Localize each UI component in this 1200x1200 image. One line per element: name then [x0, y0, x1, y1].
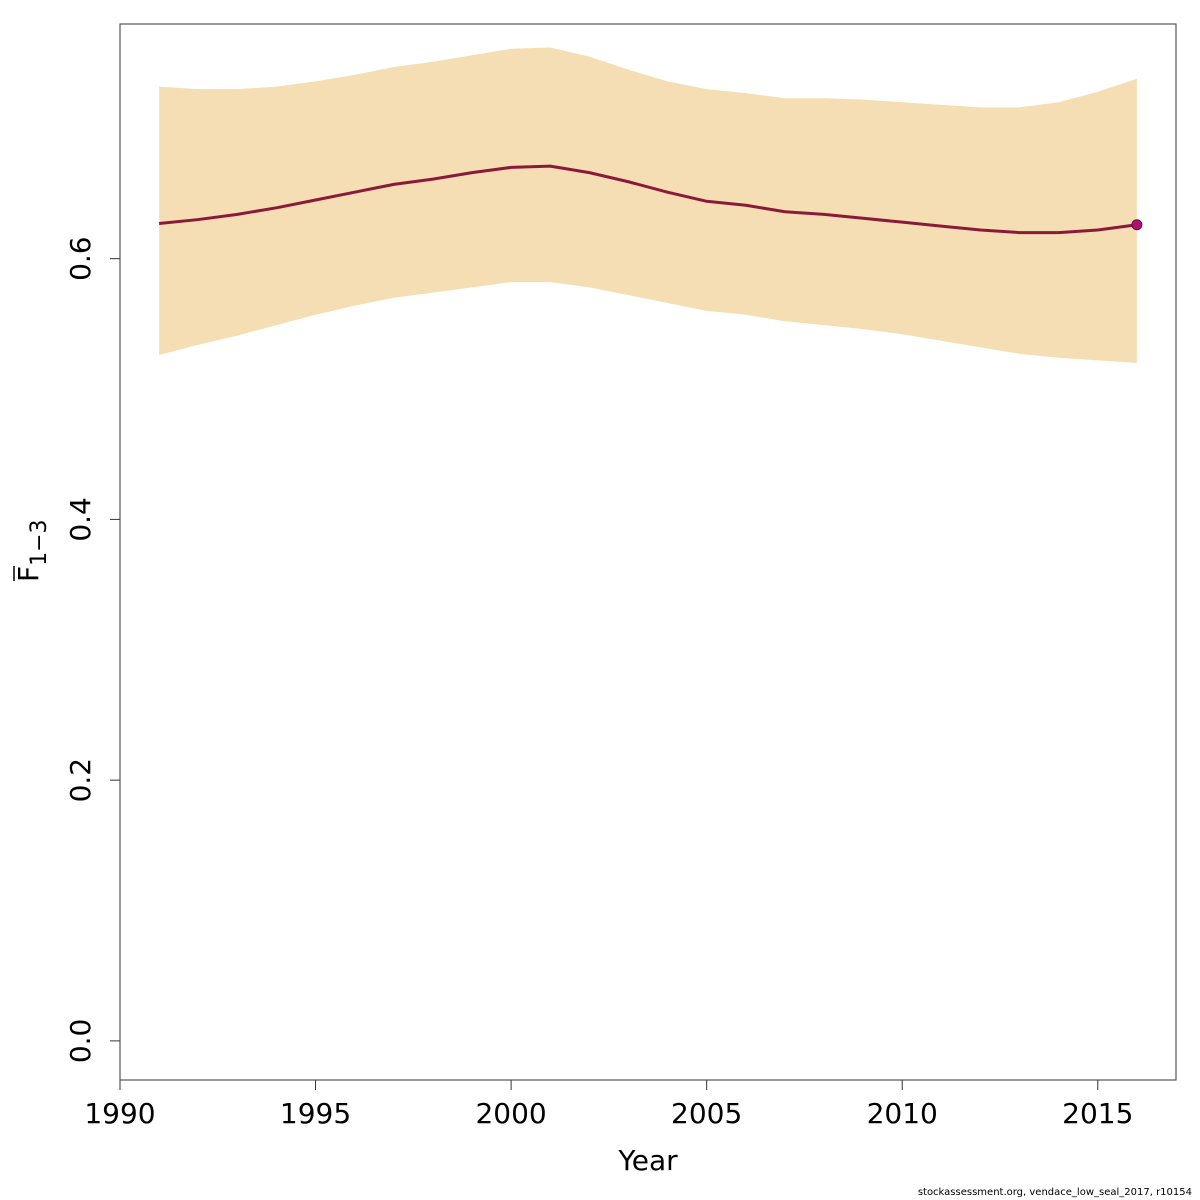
x-axis: 1990 1995 2000 2005 2010 2015 — [84, 1079, 1133, 1130]
y-title-main: F — [12, 566, 45, 582]
y-tick-label: 0.4 — [64, 497, 97, 542]
x-tick-label: 2015 — [1062, 1097, 1133, 1130]
y-axis-title-text: F1−3 — [12, 519, 52, 582]
last-year-point — [1131, 219, 1143, 231]
series-line-layer — [158, 164, 1143, 235]
y-title-subscript: 1−3 — [27, 519, 52, 565]
x-tick-label: 1995 — [280, 1097, 351, 1130]
x-axis-title: Year — [617, 1144, 678, 1177]
x-tick-label: 2010 — [867, 1097, 938, 1130]
y-axis-title: F1−3 — [12, 519, 52, 582]
confidence-band — [159, 47, 1137, 363]
credit-footer: stockassessment.org, vendace_low_seal_20… — [917, 1187, 1192, 1198]
series-line-0 — [158, 164, 1138, 235]
y-tick-label: 0.6 — [64, 236, 97, 281]
x-tick-label: 1990 — [84, 1097, 155, 1130]
x-tick-label: 2005 — [671, 1097, 742, 1130]
x-tick-label: 2000 — [475, 1097, 546, 1130]
y-axis: 0.0 0.2 0.4 0.6 — [64, 236, 120, 1063]
y-tick-label: 0.2 — [64, 758, 97, 803]
y-tick-label: 0.0 — [64, 1019, 97, 1064]
confidence-band-layer — [159, 47, 1137, 363]
